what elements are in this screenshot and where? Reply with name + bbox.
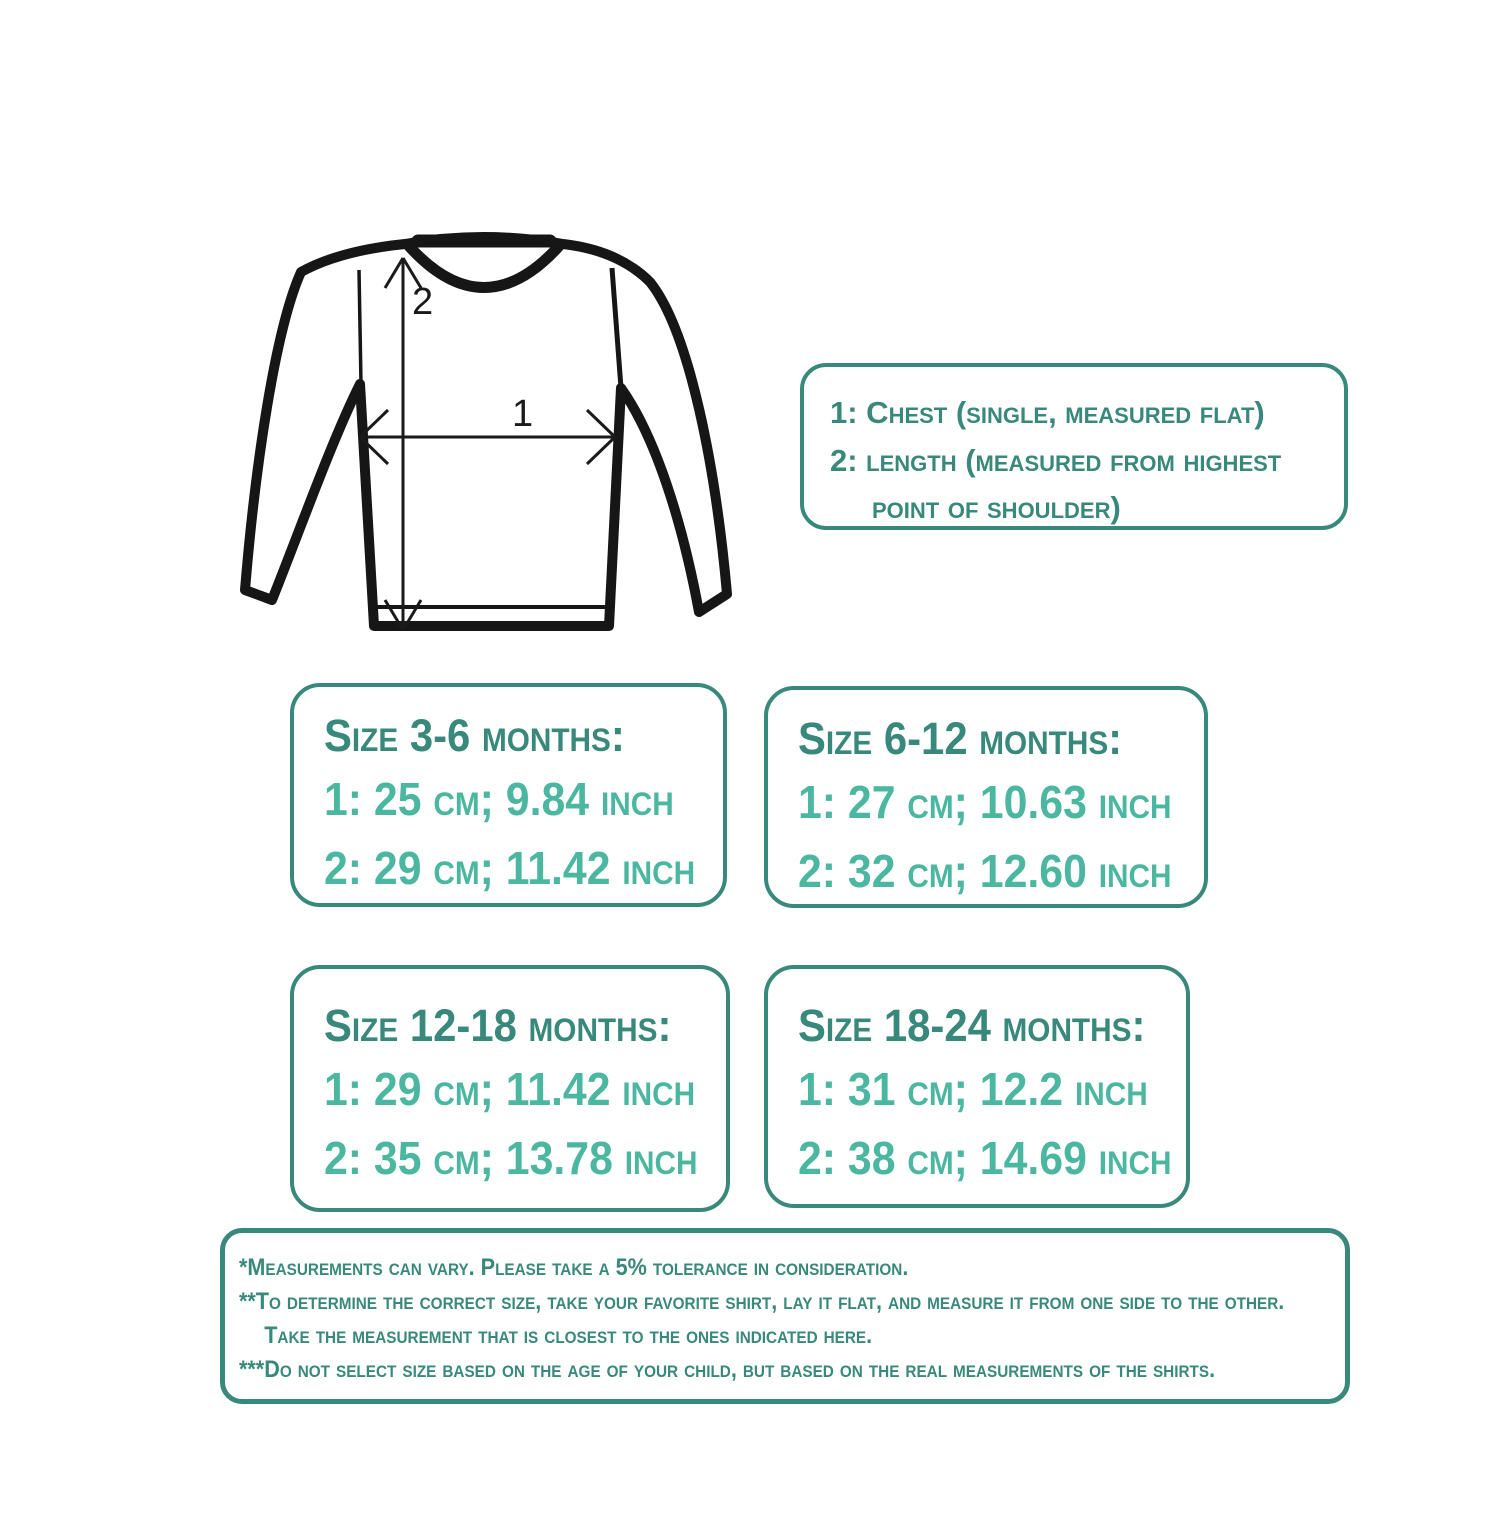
size-title: Size 3-6 months: — [324, 710, 625, 761]
size-chest-value: 1: 31 cm; 12.2 inch — [798, 1062, 1148, 1115]
size-chest-value: 1: 25 cm; 9.84 inch — [324, 772, 674, 825]
legend-line-length-cont: point of shoulder) — [872, 490, 1121, 526]
size-length-value: 2: 35 cm; 13.78 inch — [324, 1131, 698, 1184]
right-seam — [609, 267, 624, 389]
left-seam — [357, 269, 363, 385]
shirt-diagram: 2 1 — [240, 232, 732, 631]
length-measure-label: 2 — [412, 281, 433, 323]
footnote-line-2: **To determine the correct size, take yo… — [239, 1288, 1285, 1316]
size-box-18-24-months: Size 18-24 months: 1: 31 cm; 12.2 inch 2… — [764, 965, 1190, 1208]
size-box-12-18-months: Size 12-18 months: 1: 29 cm; 11.42 inch … — [290, 965, 730, 1212]
size-length-value: 2: 32 cm; 12.60 inch — [798, 844, 1172, 897]
legend-line-chest: 1: Chest (single, measured flat) — [830, 395, 1265, 430]
size-title: Size 18-24 months: — [798, 1000, 1146, 1051]
legend-box: 1: Chest (single, measured flat) 2: leng… — [800, 363, 1348, 530]
footnote-line-3: ***Do not select size based on the age o… — [239, 1356, 1216, 1384]
size-length-value: 2: 29 cm; 11.42 inch — [324, 841, 696, 894]
length-measure-arrow — [383, 257, 423, 631]
size-chest-value: 1: 29 cm; 11.42 inch — [324, 1062, 696, 1115]
size-chest-value: 1: 27 cm; 10.63 inch — [798, 775, 1172, 828]
footnote-line-1: *Measurements can vary. Please take a 5%… — [239, 1254, 909, 1281]
chest-measure-label: 1 — [512, 393, 533, 435]
collar-band — [402, 239, 566, 293]
sweater-outline — [240, 232, 732, 631]
size-title: Size 6-12 months: — [798, 713, 1123, 764]
size-box-3-6-months: Size 3-6 months: 1: 25 cm; 9.84 inch 2: … — [290, 683, 727, 907]
size-box-6-12-months: Size 6-12 months: 1: 27 cm; 10.63 inch 2… — [764, 686, 1208, 908]
footnotes-box: *Measurements can vary. Please take a 5%… — [220, 1228, 1350, 1404]
footnote-line-2-cont: Take the measurement that is closest to … — [264, 1322, 873, 1350]
size-length-value: 2: 38 cm; 14.69 inch — [798, 1131, 1172, 1184]
size-title: Size 12-18 months: — [324, 1000, 672, 1051]
legend-line-length: 2: length (measured from highest — [830, 442, 1282, 478]
chest-measure-arrow — [358, 408, 617, 466]
